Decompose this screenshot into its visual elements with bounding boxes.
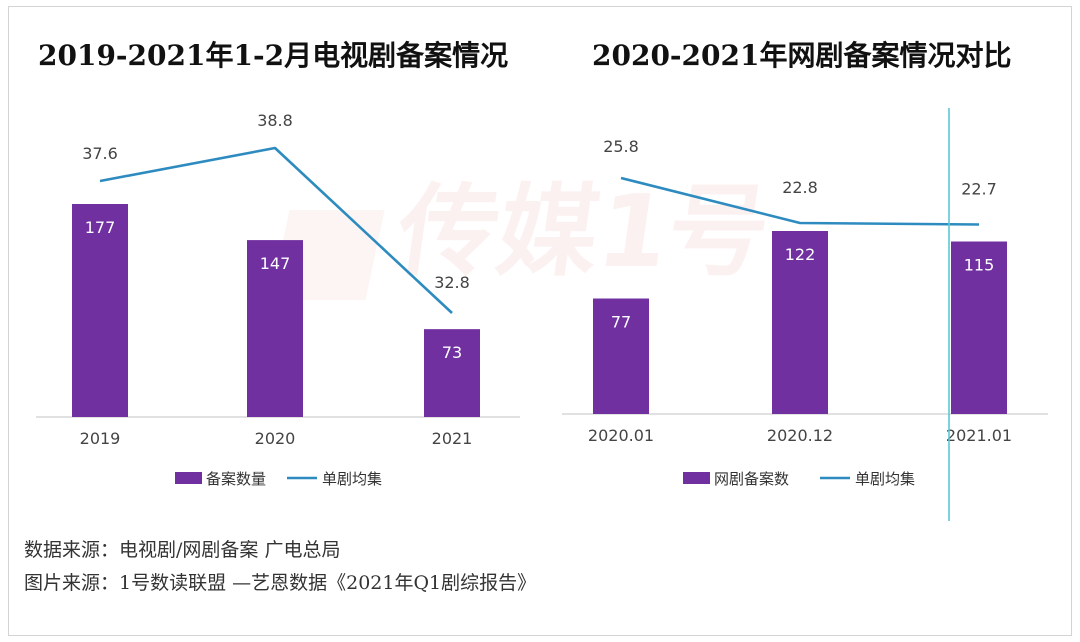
line-value-label: 32.8: [434, 273, 470, 292]
legend-label-bar-tv: 备案数量: [206, 470, 266, 488]
image-source-line: 图片来源：1号数读联盟 —艺恩数据《2021年Q1剧综报告》: [24, 572, 537, 594]
legend-label-line-web: 单剧均集: [855, 470, 915, 488]
x-tick-label: 2020.12: [767, 426, 833, 445]
line-series-web: [620, 176, 980, 226]
legend-label-line-tv: 单剧均集: [322, 470, 382, 488]
line-series-tv: [99, 146, 453, 314]
legend-swatch-bar-tv: [175, 472, 202, 484]
line-value-label: 22.7: [961, 180, 997, 199]
x-tick-label: 2019: [80, 429, 121, 448]
bar-web-2020.12: [772, 231, 828, 414]
line-value-label: 38.8: [257, 111, 293, 130]
data-source-line: 数据来源：电视剧/网剧备案 广电总局: [24, 539, 341, 561]
legend-swatch-bar-web: [683, 472, 710, 484]
bar-value-label: 115: [964, 256, 995, 275]
legend-label-bar-web: 网剧备案数: [714, 470, 789, 488]
x-tick-label: 2020.01: [588, 426, 654, 445]
x-tick-label: 2021: [432, 429, 473, 448]
bar-tv-2020: [247, 240, 303, 417]
line-value-label: 22.8: [782, 178, 818, 197]
bar-value-label: 77: [611, 313, 631, 332]
bar-tv-2019: [72, 204, 128, 417]
figure-frame: [8, 6, 1072, 636]
bar-tv-2021: [424, 329, 480, 417]
bar-web-2021.01: [951, 241, 1007, 414]
line-value-label: 37.6: [82, 144, 118, 163]
x-tick-label: 2020: [255, 429, 296, 448]
bar-web-2020.01: [593, 298, 649, 414]
line-value-label: 25.8: [603, 137, 639, 156]
chart-title-tv-series: 2019-2021年1-2月电视剧备案情况: [38, 39, 509, 72]
bar-value-label: 122: [785, 245, 816, 264]
chart-title-web-series: 2020-2021年网剧备案情况对比: [592, 39, 1012, 72]
x-tick-label: 2021.01: [946, 426, 1012, 445]
bar-value-label: 177: [85, 218, 116, 237]
bar-value-label: 73: [442, 343, 462, 362]
bar-value-label: 147: [260, 254, 291, 273]
